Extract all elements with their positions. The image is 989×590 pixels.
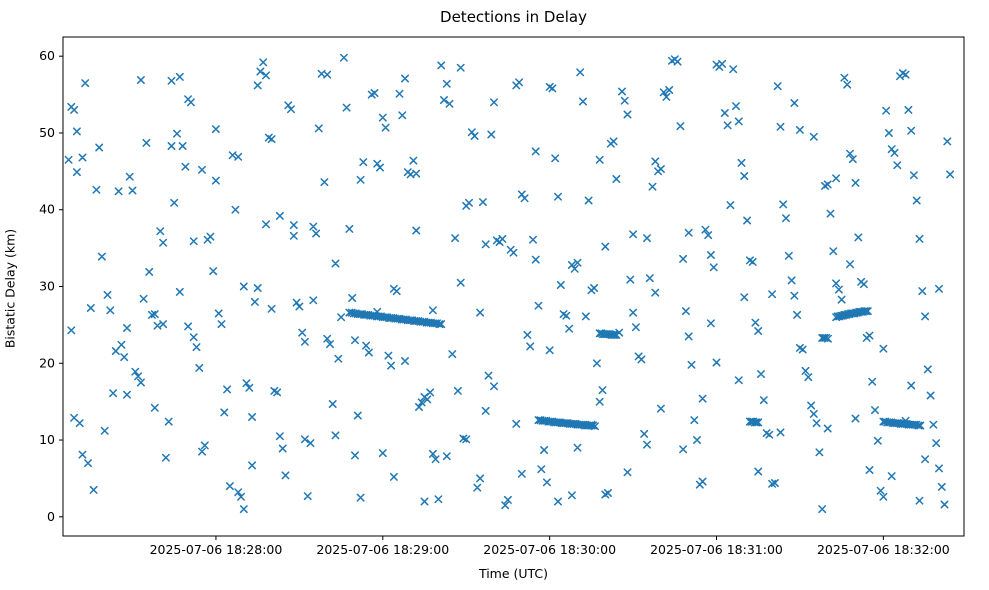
svg-text:2025-07-06 18:30:00: 2025-07-06 18:30:00 — [483, 542, 616, 557]
svg-text:50: 50 — [39, 125, 55, 140]
svg-text:2025-07-06 18:29:00: 2025-07-06 18:29:00 — [316, 542, 449, 557]
svg-text:40: 40 — [39, 202, 55, 217]
chart-title: Detections in Delay — [440, 8, 587, 26]
svg-text:2025-07-06 18:32:00: 2025-07-06 18:32:00 — [817, 542, 950, 557]
svg-text:20: 20 — [39, 355, 55, 370]
svg-text:30: 30 — [39, 279, 55, 294]
svg-text:2025-07-06 18:28:00: 2025-07-06 18:28:00 — [150, 542, 283, 557]
svg-text:0: 0 — [47, 509, 55, 524]
svg-text:10: 10 — [39, 432, 55, 447]
svg-text:2025-07-06 18:31:00: 2025-07-06 18:31:00 — [650, 542, 783, 557]
svg-text:60: 60 — [39, 48, 55, 63]
x-axis-label: Time (UTC) — [478, 566, 549, 581]
